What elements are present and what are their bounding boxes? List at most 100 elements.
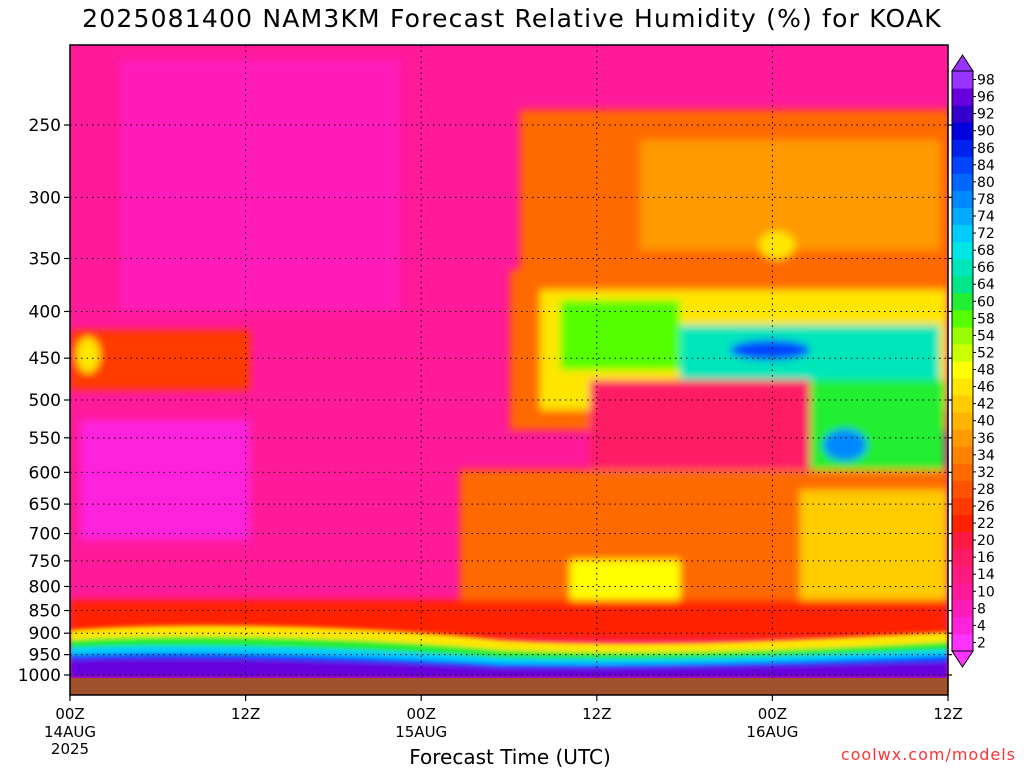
colorbar-swatch	[952, 275, 973, 294]
colorbar-swatch	[952, 412, 973, 430]
colorbar-swatch	[952, 292, 973, 311]
colorbar-label: 42	[977, 397, 995, 413]
colorbar-swatch	[952, 582, 973, 601]
y-tick-label: 500	[29, 391, 61, 411]
colorbar-swatch	[952, 190, 973, 208]
colorbar-swatch	[952, 531, 973, 550]
x-tick-label: 12Z	[933, 705, 962, 723]
y-tick-label: 1000	[18, 666, 61, 686]
colorbar-swatch	[952, 156, 973, 174]
colorbar-swatch	[952, 309, 973, 328]
colorbar-swatch	[952, 224, 973, 243]
colorbar-swatch	[952, 497, 973, 516]
colorbar-swatch	[952, 599, 973, 618]
surface-strip	[70, 678, 948, 695]
colorbar-label: 66	[977, 260, 995, 276]
x-tick-date-label: 15AUG	[395, 723, 447, 741]
y-tick-label: 900	[29, 624, 61, 644]
colorbar-label: 60	[977, 294, 995, 310]
colorbar-label: 72	[977, 226, 995, 242]
colorbar-label: 40	[977, 414, 995, 430]
colorbar-label: 52	[977, 345, 995, 361]
colorbar-label: 14	[977, 567, 995, 583]
colorbar-swatch	[952, 343, 973, 362]
colorbar-swatch	[952, 565, 973, 584]
y-tick-label: 700	[29, 524, 61, 544]
colorbar-label: 48	[977, 363, 995, 379]
colorbar-label: 54	[977, 328, 995, 344]
colorbar-swatch	[952, 633, 973, 652]
colorbar-label: 68	[977, 243, 995, 259]
colorbar-swatch	[952, 207, 973, 226]
y-tick-label: 300	[29, 188, 61, 208]
colorbar-label: 84	[977, 158, 995, 174]
colorbar-label: 20	[977, 533, 995, 549]
colorbar-swatch	[952, 258, 973, 277]
colorbar-label: 78	[977, 192, 995, 208]
x-tick-label: 00Z	[55, 705, 84, 723]
colorbar-label: 8	[977, 601, 986, 617]
y-tick-label: 950	[29, 646, 61, 666]
colorbar-label: 16	[977, 550, 995, 566]
colorbar-swatch	[952, 139, 973, 157]
colorbar-swatch	[952, 71, 973, 89]
x-tick-label: 00Z	[758, 705, 787, 723]
plot-frame	[69, 44, 949, 696]
y-tick-label: 350	[29, 249, 61, 269]
colorbar-swatch	[952, 105, 973, 123]
y-tick-label: 400	[29, 302, 61, 322]
colorbar-label: 90	[977, 124, 995, 140]
y-axis: 2503003504004505005506006507007508008509…	[18, 116, 952, 686]
colorbar-label: 32	[977, 465, 995, 481]
colorbar-swatch	[952, 463, 973, 481]
colorbar-label: 98	[977, 73, 995, 89]
colorbar-label: 80	[977, 175, 995, 191]
y-tick-label: 450	[29, 349, 61, 369]
chart-title: 2025081400 NAM3KM Forecast Relative Humi…	[82, 4, 942, 33]
colorbar-swatch	[952, 480, 973, 498]
y-tick-label: 800	[29, 577, 61, 597]
colorbar-swatch	[952, 326, 973, 345]
colorbar-label: 4	[977, 618, 986, 634]
colorbar-swatch	[952, 514, 973, 533]
y-tick-label: 250	[29, 116, 61, 136]
colorbar-swatch	[952, 173, 973, 191]
colorbar-label: 58	[977, 311, 995, 327]
colorbar: 9896929086848078747268666460585452484642…	[951, 54, 995, 668]
colorbar-label: 64	[977, 277, 995, 293]
colorbar-swatch	[952, 122, 973, 140]
x-tick-date-label: 16AUG	[746, 723, 798, 741]
colorbar-label: 92	[977, 107, 995, 123]
y-tick-label: 650	[29, 495, 61, 515]
colorbar-label: 36	[977, 431, 995, 447]
x-tick-label: 12Z	[231, 705, 260, 723]
humidity-field	[70, 45, 948, 678]
colorbar-extend-min	[951, 650, 974, 668]
colorbar-frame	[951, 70, 974, 652]
x-tick-year-label: 2025	[51, 740, 89, 758]
x-tick-label: 12Z	[582, 705, 611, 723]
colorbar-label: 74	[977, 209, 995, 225]
x-tick-date-label: 14AUG	[44, 723, 96, 741]
colorbar-swatch	[952, 361, 973, 379]
colorbar-label: 2	[977, 635, 986, 651]
colorbar-swatch	[952, 429, 973, 447]
x-tick-label: 00Z	[407, 705, 436, 723]
y-tick-label: 550	[29, 429, 61, 449]
colorbar-swatch	[952, 446, 973, 464]
colorbar-label: 46	[977, 380, 995, 396]
x-axis-label: Forecast Time (UTC)	[409, 745, 611, 769]
colorbar-swatch	[952, 378, 973, 396]
colorbar-swatch	[952, 616, 973, 635]
colorbar-swatch	[952, 395, 973, 413]
y-tick-label: 600	[29, 463, 61, 483]
colorbar-label: 86	[977, 141, 995, 157]
grid-lines	[70, 45, 948, 678]
credit-link[interactable]: coolwx.com/models	[840, 745, 1016, 764]
colorbar-label: 34	[977, 448, 995, 464]
y-tick-label: 750	[29, 552, 61, 572]
colorbar-extend-max	[951, 54, 974, 72]
colorbar-label: 10	[977, 584, 995, 600]
